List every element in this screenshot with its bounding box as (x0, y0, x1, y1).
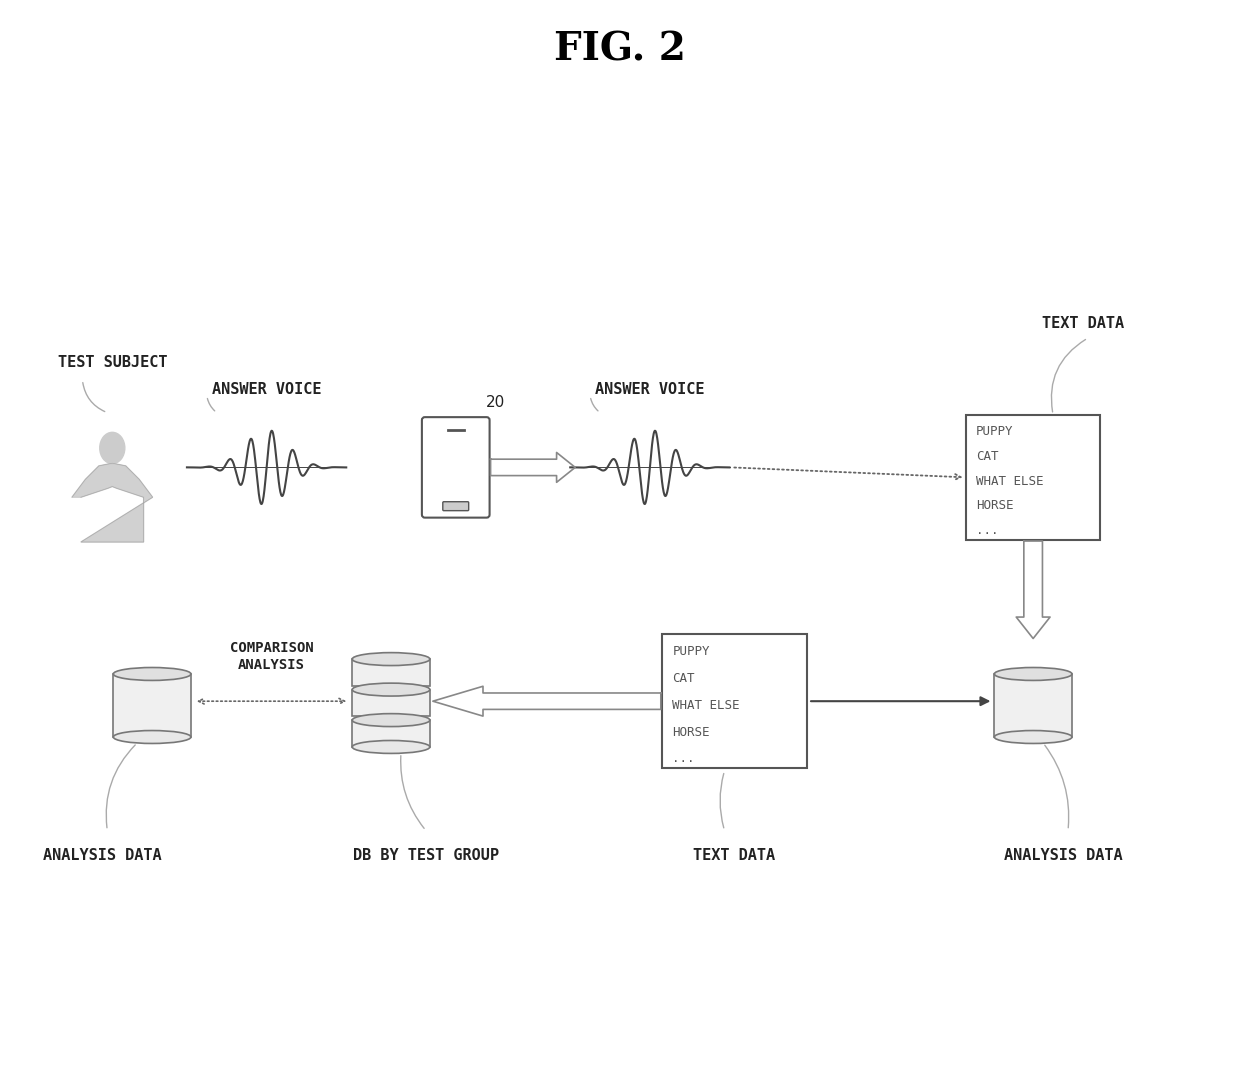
Ellipse shape (352, 652, 430, 665)
Text: CAT: CAT (976, 450, 998, 463)
Ellipse shape (994, 667, 1071, 680)
Text: ...: ... (672, 752, 694, 765)
FancyBboxPatch shape (443, 502, 469, 511)
FancyBboxPatch shape (352, 689, 430, 716)
FancyBboxPatch shape (966, 415, 1100, 539)
Ellipse shape (352, 683, 430, 696)
Ellipse shape (113, 730, 191, 744)
Text: 20: 20 (486, 395, 505, 410)
Ellipse shape (994, 730, 1071, 744)
Text: COMPARISON
ANALYSIS: COMPARISON ANALYSIS (229, 641, 314, 672)
Text: HORSE: HORSE (672, 726, 709, 738)
Text: ANALYSIS DATA: ANALYSIS DATA (1003, 848, 1122, 863)
Text: TEST SUBJECT: TEST SUBJECT (57, 355, 167, 371)
Polygon shape (1017, 541, 1050, 638)
Text: PUPPY: PUPPY (976, 425, 1013, 438)
Polygon shape (72, 463, 153, 542)
Polygon shape (491, 452, 575, 483)
Text: FIG. 2: FIG. 2 (554, 30, 686, 68)
Ellipse shape (352, 740, 430, 753)
Polygon shape (433, 686, 661, 716)
FancyBboxPatch shape (352, 720, 430, 747)
Text: PUPPY: PUPPY (672, 645, 709, 658)
Text: HORSE: HORSE (976, 499, 1013, 512)
FancyBboxPatch shape (352, 659, 430, 686)
Text: ANALYSIS DATA: ANALYSIS DATA (43, 848, 161, 863)
Ellipse shape (352, 714, 430, 726)
Text: WHAT ELSE: WHAT ELSE (672, 699, 740, 712)
Text: TEXT DATA: TEXT DATA (693, 848, 775, 863)
Text: WHAT ELSE: WHAT ELSE (976, 475, 1043, 488)
Ellipse shape (113, 667, 191, 680)
FancyBboxPatch shape (994, 674, 1071, 737)
Text: CAT: CAT (672, 672, 694, 685)
FancyBboxPatch shape (113, 674, 191, 737)
FancyBboxPatch shape (662, 634, 807, 769)
Text: ANSWER VOICE: ANSWER VOICE (595, 383, 704, 397)
Text: TEXT DATA: TEXT DATA (1042, 315, 1123, 330)
FancyBboxPatch shape (422, 417, 490, 517)
Text: ANSWER VOICE: ANSWER VOICE (212, 383, 321, 397)
Text: ...: ... (976, 524, 998, 537)
Ellipse shape (99, 433, 125, 464)
Text: DB BY TEST GROUP: DB BY TEST GROUP (353, 848, 498, 863)
